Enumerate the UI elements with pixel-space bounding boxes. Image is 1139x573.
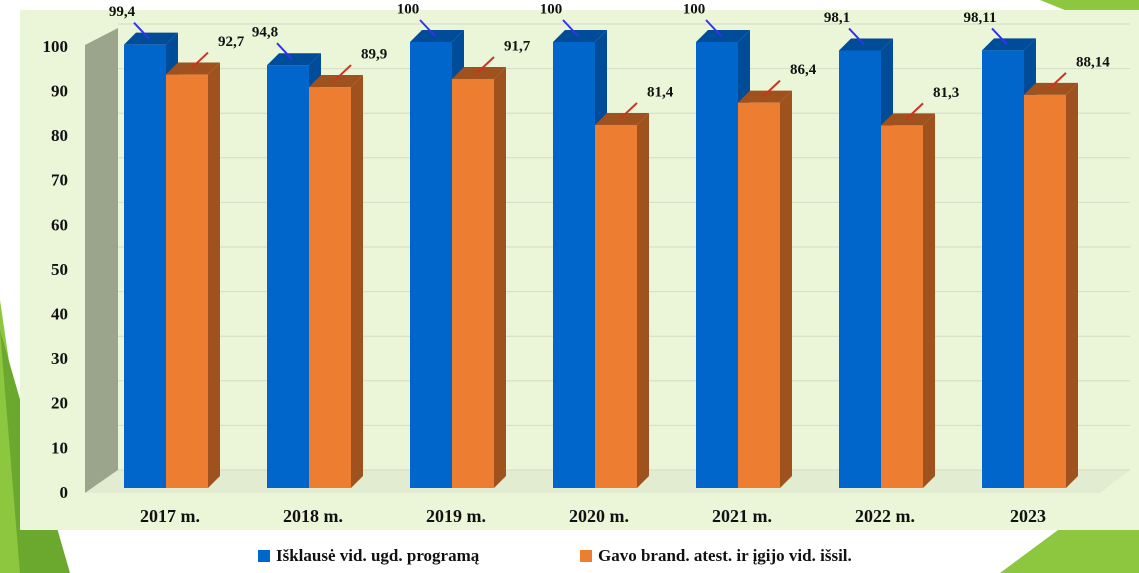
bar-top: [553, 30, 607, 42]
bar: [1024, 94, 1066, 488]
value-label: 98,11: [964, 10, 997, 26]
bar-side: [1066, 82, 1078, 488]
y-tick-label: 20: [51, 394, 68, 413]
y-tick-label: 40: [51, 305, 68, 324]
x-tick-label: 2017 m.: [140, 506, 200, 526]
leader-line: [190, 51, 209, 70]
bar: [267, 65, 309, 488]
bar-side: [780, 90, 792, 488]
bar: [696, 42, 738, 488]
y-tick-label: 60: [51, 215, 68, 234]
bar: [738, 102, 780, 488]
leader-line: [133, 21, 150, 40]
legend-label: Išklausė vid. ugd. programą: [276, 546, 480, 565]
bar: [881, 125, 923, 488]
bar: [124, 44, 166, 489]
bar-top: [738, 90, 792, 103]
x-tick-label: 2018 m.: [283, 506, 343, 526]
bar-top: [595, 112, 649, 125]
leader-line: [562, 19, 579, 37]
value-label: 100: [683, 1, 706, 17]
value-label: 91,7: [504, 38, 531, 54]
bar-side: [494, 67, 506, 488]
bar-side: [351, 75, 363, 489]
bar: [553, 42, 595, 488]
bar-side: [923, 113, 935, 488]
value-label: 98,1: [824, 10, 850, 26]
value-label: 99,4: [109, 4, 136, 20]
x-tick-label: 2021 m.: [712, 506, 772, 526]
leader-line: [848, 27, 865, 46]
y-tick-label: 0: [60, 483, 69, 502]
value-label: 88,14: [1076, 54, 1110, 70]
legend-label: Gavo brand. atest. ir įgijo vid. išsil.: [598, 546, 852, 565]
leader-line: [333, 64, 352, 82]
bar: [595, 124, 637, 489]
bar-top: [696, 30, 750, 42]
bar: [839, 50, 881, 488]
value-label: 92,7: [218, 34, 245, 50]
bar: [166, 74, 208, 489]
bar-top: [1024, 82, 1078, 95]
bar: [982, 50, 1024, 488]
bar-side: [637, 112, 649, 489]
value-label: 94,8: [252, 25, 278, 41]
bar-top: [452, 67, 506, 80]
value-label: 100: [540, 1, 563, 17]
leader-line: [419, 19, 436, 37]
leader-line: [1048, 72, 1067, 90]
x-tick-label: 2022 m.: [855, 506, 915, 526]
bar-top: [309, 75, 363, 88]
x-tick-label: 2019 m.: [426, 506, 486, 526]
bar: [309, 87, 351, 489]
x-tick-label: 2020 m.: [569, 506, 629, 526]
y-tick-label: 80: [51, 126, 68, 145]
y-tick-label: 30: [51, 349, 68, 368]
legend-swatch: [580, 550, 592, 562]
bar: [452, 79, 494, 488]
leader-line: [762, 79, 781, 98]
leader-line: [991, 27, 1008, 46]
bar-top: [982, 38, 1036, 51]
y-tick-label: 90: [51, 82, 68, 101]
x-tick-label: 2023: [1010, 506, 1046, 526]
y-tick-label: 100: [43, 37, 69, 56]
y-tick-label: 50: [51, 260, 68, 279]
bar-side: [208, 62, 220, 489]
value-label: 89,9: [361, 46, 387, 62]
value-label: 100: [397, 1, 420, 17]
y-tick-label: 10: [51, 438, 68, 457]
leader-line: [705, 19, 722, 37]
bar: [410, 42, 452, 488]
back-wall: [85, 28, 118, 493]
value-label: 81,3: [933, 85, 959, 101]
legend-swatch: [258, 550, 270, 562]
leader-line: [476, 56, 495, 74]
leader-line: [905, 102, 924, 121]
bar-top: [410, 30, 464, 42]
leader-line: [619, 102, 638, 120]
value-label: 86,4: [790, 62, 817, 78]
bar-top: [267, 53, 321, 66]
bar-top: [166, 62, 220, 75]
bar-top: [839, 38, 893, 51]
leader-line: [276, 42, 293, 60]
bar-top: [881, 113, 935, 126]
y-tick-label: 70: [51, 171, 68, 190]
value-label: 81,4: [647, 84, 674, 100]
bar-top: [124, 32, 178, 45]
